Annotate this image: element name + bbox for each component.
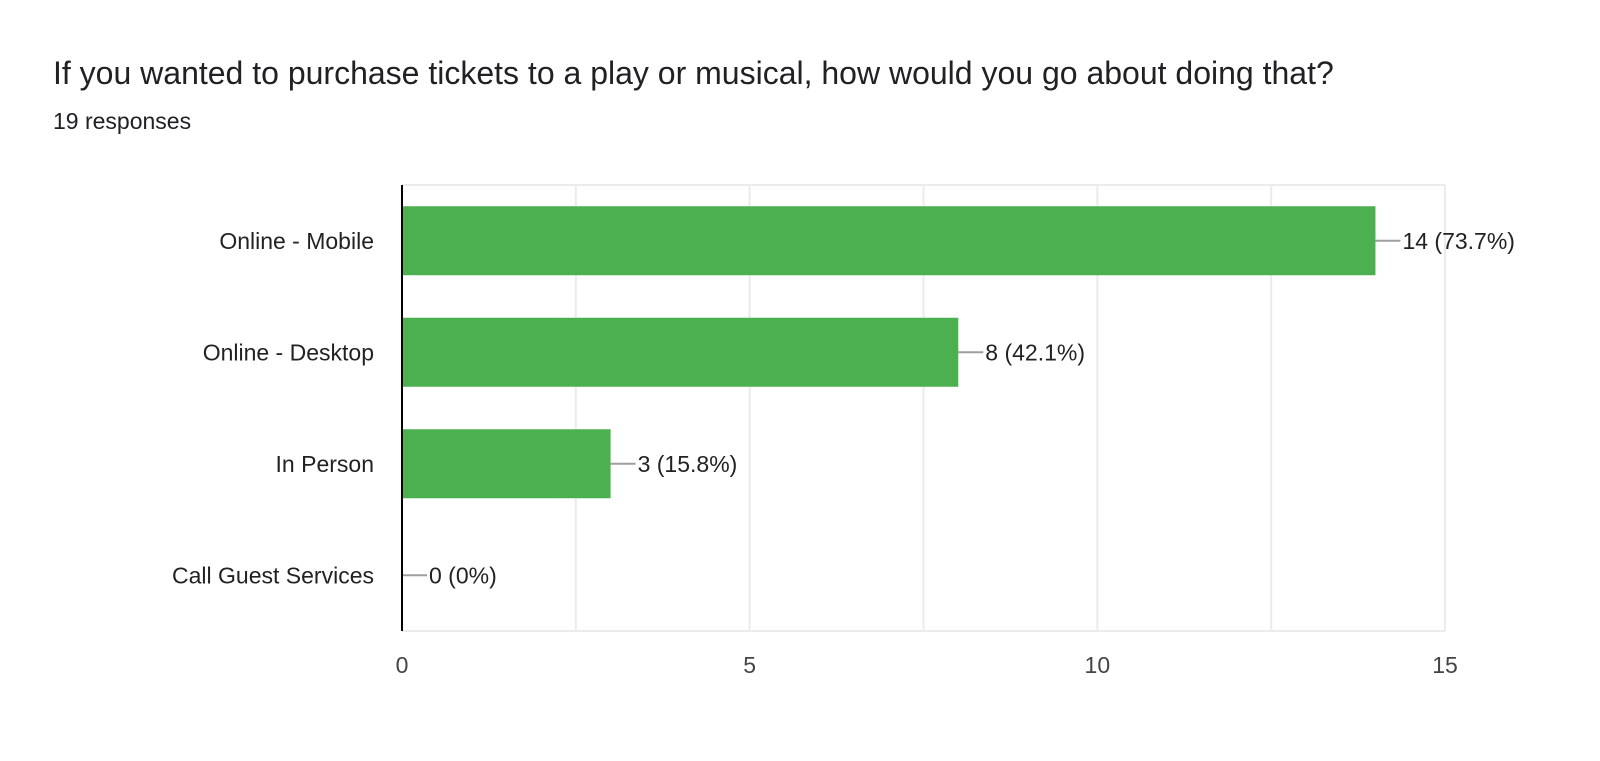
x-tick-label: 0 — [396, 652, 409, 678]
bar-value-label: 14 (73.7%) — [1402, 228, 1515, 254]
category-label: In Person — [276, 451, 374, 477]
chart-labels: 14 (73.7%) Online - Mobile 8 (42.1%) Online… — [172, 228, 1515, 589]
category-label: Online - Mobile — [219, 228, 374, 254]
bar-value-label: 3 (15.8%) — [638, 451, 738, 477]
bar[interactable] — [402, 317, 959, 387]
question-title: If you wanted to purchase tickets to a p… — [53, 55, 1334, 91]
bar[interactable] — [402, 429, 611, 499]
category-label: Call Guest Services — [172, 562, 374, 588]
response-count: 19 responses — [53, 108, 192, 134]
chart-axes: 0 5 10 15 — [396, 185, 1458, 678]
x-tick-label: 15 — [1432, 652, 1458, 678]
bar[interactable] — [402, 206, 1376, 276]
x-tick-label: 10 — [1085, 652, 1111, 678]
x-tick-label: 5 — [743, 652, 756, 678]
bar-value-label: 0 (0%) — [429, 562, 497, 588]
chart-bars — [402, 206, 1376, 499]
bar-value-label: 8 (42.1%) — [985, 339, 1085, 365]
category-label: Online - Desktop — [203, 339, 374, 365]
